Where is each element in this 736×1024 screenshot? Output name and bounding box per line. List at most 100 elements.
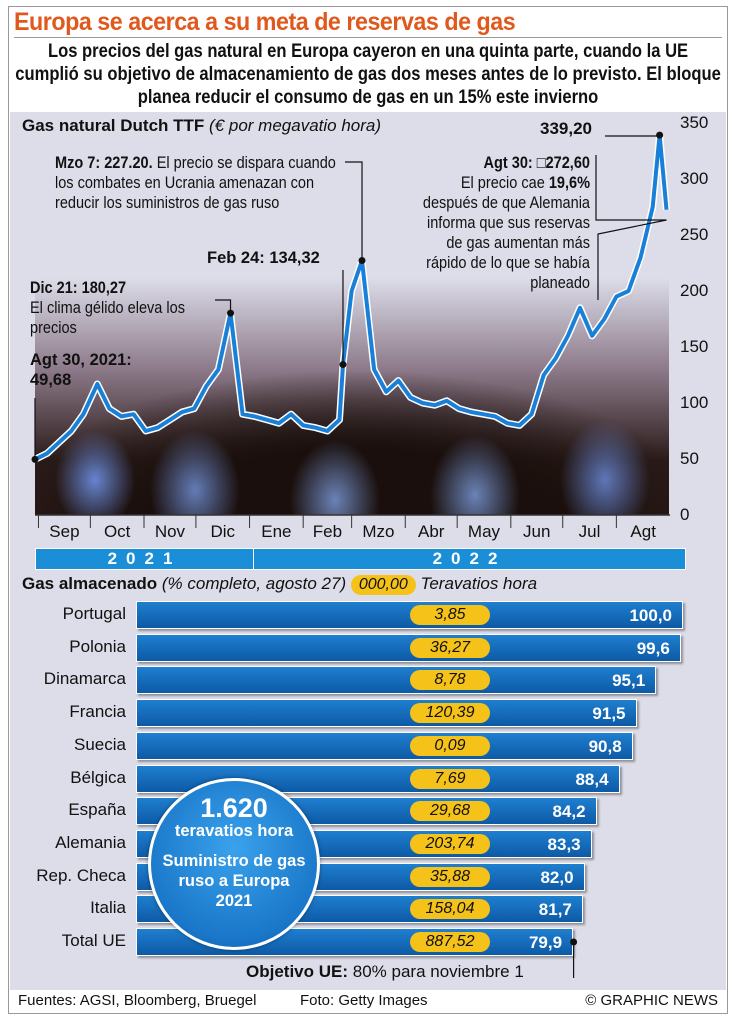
y-tick-label: 250 bbox=[680, 225, 709, 244]
country-label: Francia bbox=[69, 702, 126, 722]
country-label: Alemania bbox=[55, 832, 126, 852]
country-label: España bbox=[68, 800, 126, 820]
country-label: Italia bbox=[90, 898, 126, 918]
year-bar: 2021 2022 bbox=[35, 548, 686, 570]
peak-dot bbox=[656, 131, 664, 139]
y-tick-label: 50 bbox=[680, 449, 699, 468]
month-label: Feb bbox=[312, 522, 343, 541]
bar: 99,6 bbox=[136, 633, 681, 662]
bar-value: 90,8 bbox=[588, 736, 622, 756]
twh-pill: 158,04 bbox=[410, 899, 490, 920]
y-tick-label: 100 bbox=[680, 393, 709, 412]
dec-dot bbox=[227, 309, 235, 317]
divider bbox=[14, 37, 722, 38]
month-label: Sep bbox=[49, 522, 80, 541]
title: Europa se acerca a su meta de reservas d… bbox=[14, 8, 516, 36]
y-tick-label: 150 bbox=[680, 337, 709, 356]
month-label: Agt bbox=[630, 522, 656, 541]
y-tick-label: 0 bbox=[680, 505, 690, 524]
frame bbox=[8, 6, 728, 1014]
bar-value: 95,1 bbox=[612, 671, 646, 691]
bar-row: Dinamarca 95,1 8,78 bbox=[0, 665, 736, 695]
legend-pill: 000,00 bbox=[350, 575, 416, 595]
twh-pill: 203,74 bbox=[410, 833, 490, 854]
bubble-value: 1.620 bbox=[200, 793, 268, 823]
bar-value: 83,3 bbox=[547, 834, 581, 854]
bar-value: 79,9 bbox=[528, 933, 563, 952]
bar-value: 84,2 bbox=[552, 802, 586, 822]
annotation-peak: 339,20 bbox=[540, 119, 592, 138]
gas-flame-photo bbox=[35, 150, 669, 515]
mar-leader bbox=[345, 161, 363, 261]
twh-pill: 0,09 bbox=[410, 735, 490, 756]
russian-gas-bubble: 1.620 teravatios hora Suministro de gas … bbox=[148, 778, 320, 950]
bar-value: 88,4 bbox=[575, 769, 609, 789]
country-label: Rep. Checa bbox=[36, 865, 126, 885]
twh-pill: 7,69 bbox=[410, 768, 490, 789]
sources: Fuentes: AGSI, Bloomberg, Bruegel bbox=[18, 992, 257, 1009]
bar: 91,5 bbox=[136, 699, 637, 728]
bar-value: 82,0 bbox=[540, 867, 574, 887]
annotation-end: Agt 30: □272,60 El precio cae 19,6% despu… bbox=[422, 154, 590, 292]
annotation-dec: Dic 21: 180,27 El clima gélido eleva los … bbox=[30, 279, 185, 337]
annotation-start: Agt 30, 2021: 49,68 bbox=[30, 351, 132, 389]
bar-value: 99,6 bbox=[636, 638, 670, 658]
month-label: Ene bbox=[261, 522, 292, 541]
twh-pill: 8,78 bbox=[410, 670, 490, 691]
line-chart-title: Gas natural Dutch TTF (€ por megavatio h… bbox=[22, 116, 381, 136]
twh-pill: 36,27 bbox=[410, 637, 490, 658]
end-leader bbox=[595, 155, 667, 300]
month-label: May bbox=[467, 522, 501, 541]
country-label: Total UE bbox=[61, 931, 126, 950]
country-label: Dinamarca bbox=[43, 669, 126, 689]
twh-pill: 35,88 bbox=[410, 866, 490, 887]
subtitle: Los precios del gas natural en Europa ca… bbox=[15, 40, 721, 108]
year-2021: 2021 bbox=[36, 549, 254, 569]
y-tick-label: 300 bbox=[680, 169, 709, 188]
dec-leader bbox=[215, 299, 232, 314]
bar-value: 91,5 bbox=[592, 704, 626, 724]
month-label: Abr bbox=[417, 522, 445, 541]
year-2022: 2022 bbox=[432, 549, 507, 568]
annotation-mar: Mzo 7: 227.20. El precio se dispara cuan… bbox=[55, 154, 336, 212]
bar-row: Polonia 99,6 36,27 bbox=[0, 633, 736, 663]
credit: © GRAPHIC NEWS bbox=[585, 992, 718, 1009]
month-label: Mzo bbox=[362, 522, 395, 541]
twh-pill: 120,39 bbox=[410, 703, 490, 724]
twh-pill: 29,68 bbox=[410, 801, 490, 822]
y-tick-label: 350 bbox=[680, 113, 709, 132]
country-label: Polonia bbox=[69, 636, 126, 656]
twh-pill: 3,85 bbox=[410, 605, 490, 625]
bar-value: 81,7 bbox=[538, 900, 572, 920]
price-line bbox=[34, 133, 669, 462]
photo-credit: Foto: Getty Images bbox=[300, 992, 428, 1009]
bar: 95,1 bbox=[136, 666, 657, 695]
twh-pill: 887,52 bbox=[410, 932, 490, 952]
objective-label: Objetivo UE: 80% para noviembre 1 bbox=[246, 962, 524, 981]
bar: 90,8 bbox=[136, 731, 633, 760]
bar: 100,0 bbox=[136, 601, 683, 629]
start-dot bbox=[31, 455, 39, 463]
country-label: Portugal bbox=[62, 604, 126, 623]
y-tick-label: 200 bbox=[680, 281, 709, 300]
month-label: Nov bbox=[154, 522, 186, 541]
chart-title: Gas natural Dutch TTF bbox=[22, 116, 205, 135]
country-label: Suecia bbox=[74, 734, 126, 754]
bar-row: Suecia 90,8 0,09 bbox=[0, 731, 736, 761]
month-label: Jul bbox=[578, 522, 601, 541]
bar-value: 100,0 bbox=[629, 606, 672, 625]
chart-unit: (€ por megavatio hora) bbox=[209, 116, 382, 135]
bar-chart-title: Gas almacenado (% completo, agosto 27) 0… bbox=[22, 574, 538, 595]
mar-dot bbox=[358, 257, 366, 265]
bubble-unit: teravatios hora bbox=[174, 822, 294, 840]
feb-dot bbox=[339, 361, 347, 369]
objective-dot bbox=[570, 938, 578, 946]
bubble-desc: Suministro de gas ruso a Europa 2021 bbox=[162, 852, 306, 910]
bar-row: Portugal 100,0 3,85 bbox=[0, 600, 736, 630]
month-label: Dic bbox=[210, 522, 235, 541]
country-label: Bélgica bbox=[70, 767, 126, 787]
month-label: Jun bbox=[523, 522, 551, 541]
line-chart bbox=[31, 131, 670, 528]
month-label: Oct bbox=[103, 522, 131, 541]
